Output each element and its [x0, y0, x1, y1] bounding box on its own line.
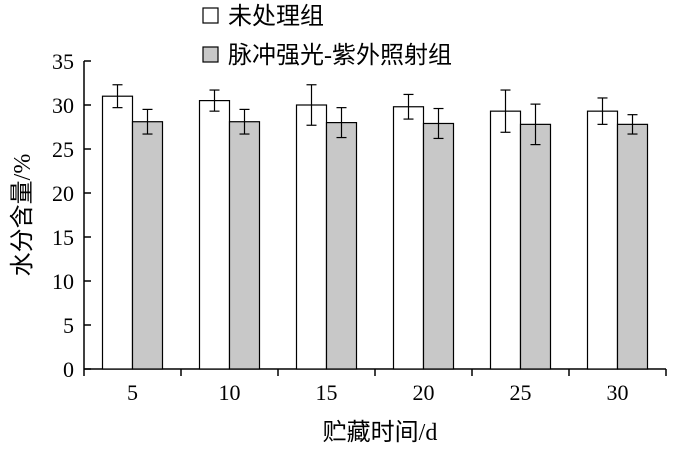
- legend-swatch-untreated: [202, 7, 219, 24]
- x-tick-label-15: 15: [316, 380, 338, 405]
- legend: 未处理组 脉冲强光-紫外照射组: [202, 3, 452, 69]
- y-tick-label-20: 20: [52, 181, 74, 206]
- y-tick-label-5: 5: [63, 313, 74, 338]
- bar-s0-20: [392, 106, 425, 370]
- y-tick-label-0: 0: [63, 357, 74, 382]
- x-tick-label-5: 5: [127, 380, 138, 405]
- y-tick-label-15: 15: [52, 225, 74, 250]
- x-axis-title: 贮藏时间/d: [323, 419, 438, 446]
- bar-s1-5: [131, 121, 164, 370]
- bar-s1-25: [519, 123, 552, 370]
- bar-s0-25: [489, 110, 522, 370]
- y-tick-label-35: 35: [52, 49, 74, 74]
- x-tick-label-30: 30: [607, 380, 629, 405]
- y-tick-label-10: 10: [52, 269, 74, 294]
- legend-label-treated: 脉冲强光-紫外照射组: [228, 42, 452, 69]
- y-tick-label-25: 25: [52, 137, 74, 162]
- bar-s0-30: [586, 110, 619, 370]
- bar-s1-10: [228, 121, 261, 370]
- bar-s0-10: [198, 99, 231, 370]
- x-tick-label-10: 10: [219, 380, 241, 405]
- x-tick-label-25: 25: [510, 380, 532, 405]
- bar-s0-15: [295, 104, 328, 370]
- bar-s1-15: [325, 121, 358, 370]
- bar-s1-30: [616, 123, 649, 370]
- x-tick-label-20: 20: [413, 380, 435, 405]
- bar-s1-20: [422, 122, 455, 370]
- legend-label-untreated: 未处理组: [228, 3, 324, 30]
- plot-area: 0 5 10 15 20 25 30 35 5 10 15 20 25 30: [52, 49, 667, 405]
- y-tick-label-30: 30: [52, 93, 74, 118]
- bar-s0-5: [101, 95, 134, 370]
- legend-swatch-treated: [202, 46, 219, 63]
- y-axis-title: 水分含量/%: [9, 154, 36, 277]
